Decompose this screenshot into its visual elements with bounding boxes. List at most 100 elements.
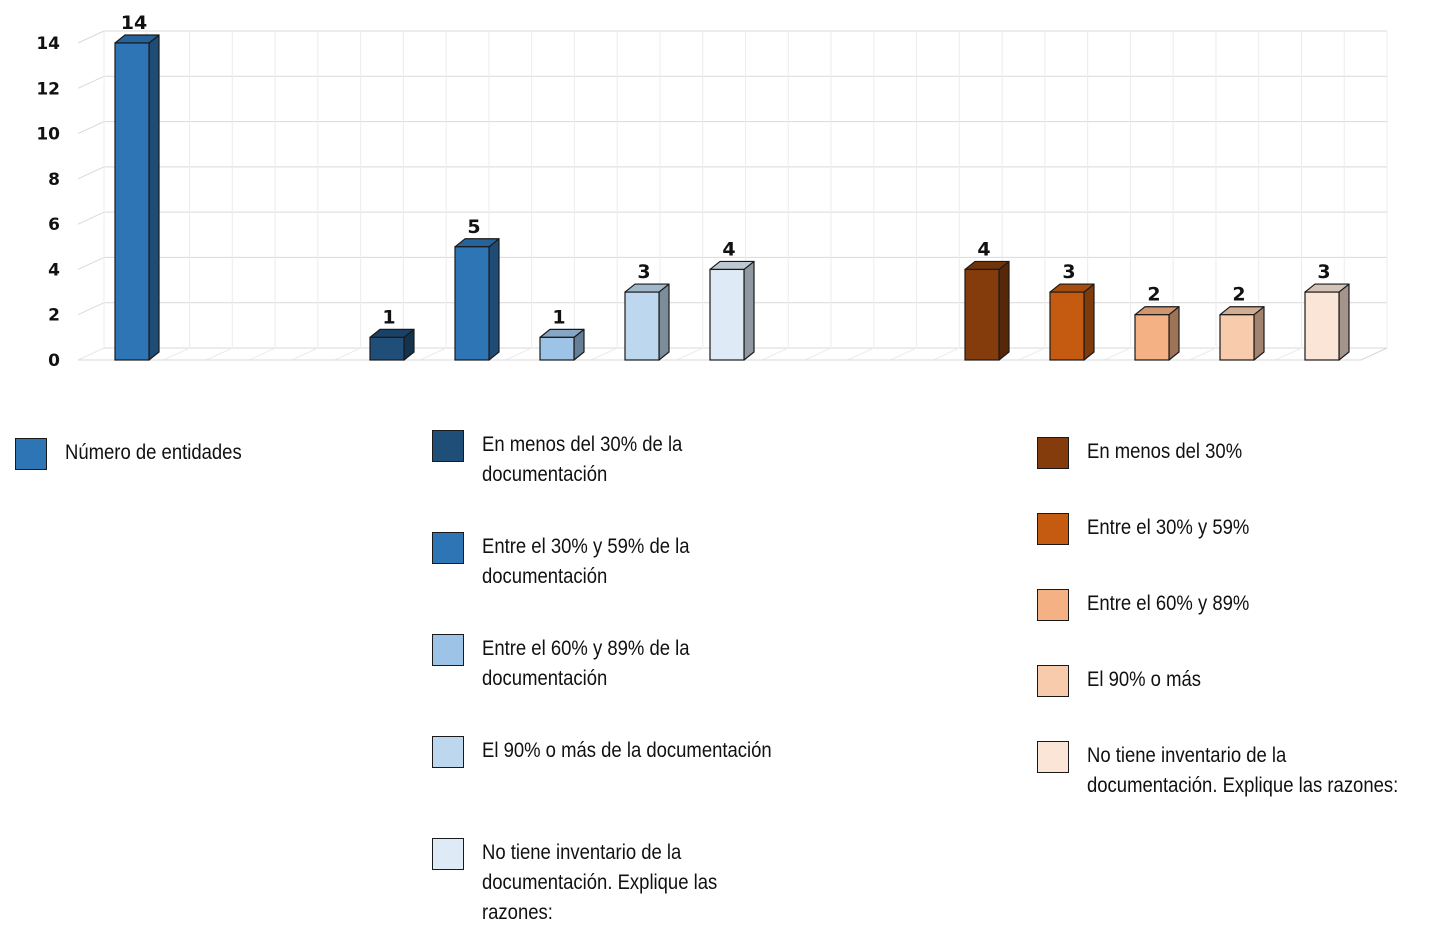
legend-swatch [1037,665,1069,697]
grid-line-side [77,30,105,44]
legend-label: No tiene inventario de la documentación.… [482,841,718,924]
bar-front [1049,291,1085,361]
legend-label: Entre el 60% y 89% de la documentación [482,637,690,690]
data-label: 3 [637,261,650,283]
legend-label: No tiene inventario de la documentación.… [1087,744,1399,797]
bar: 4 [709,238,755,361]
y-tick-label: 2 [48,306,60,326]
grid-line-side [77,256,105,270]
grid-line-floor [890,347,917,361]
y-tick-label: 10 [36,125,60,145]
data-label: 3 [1062,261,1075,283]
legend-item: En menos del 30% de la documentación [432,430,812,490]
legend-label: En menos del 30% [1087,440,1243,463]
legend-swatch [1037,437,1069,469]
bar: 2 [1219,284,1265,361]
legend-item: No tiene inventario de la documentación.… [432,838,812,928]
grid-line-floor [419,347,447,361]
legend-swatch [432,838,464,870]
bar: 1 [369,306,415,361]
data-label: 2 [1147,284,1160,306]
bar: 1 [539,306,585,361]
legend-swatch [1037,513,1069,545]
grid-line-floor [1018,347,1046,361]
bar-front [454,246,490,361]
bar-front [114,42,150,361]
bar-chart: 0 2 4 6 8 10 12 14 14 1 5 1 3 4 4 3 2 2 3 [36,12,1388,371]
bar-front [964,268,1000,361]
grid-line-floor [804,347,832,361]
legend-item: Entre el 30% y 59% [1037,513,1417,545]
bar-side [1338,283,1350,361]
data-label: 2 [1232,284,1245,306]
grid-line-floor [762,347,789,361]
bar-side [1083,283,1095,361]
legend-label: En menos del 30% de la documentación [482,433,683,486]
legend-item: El 90% o más de la documentación [432,736,812,768]
legend-item: En menos del 30% [1037,437,1417,469]
data-label: 3 [1317,261,1330,283]
bar-front [1134,314,1170,361]
legend-swatch [432,736,464,768]
bar: 2 [1134,284,1180,361]
grid-line-floor [847,347,875,361]
grid-line-floor [505,347,532,361]
legend-swatch [432,430,464,462]
grid-line-floor [933,347,960,361]
y-tick-label: 6 [48,215,60,235]
data-label: 4 [977,238,990,260]
data-label: 4 [722,238,735,260]
grid-line-floor [334,347,361,361]
bar-front [539,336,575,361]
data-label: 5 [467,216,480,238]
grid-line-floor [291,347,319,361]
grid-line-floor [1189,347,1217,361]
bar-front [709,268,745,361]
legend-swatch [432,532,464,564]
y-axis: 0 2 4 6 8 10 12 14 [36,34,60,371]
bar-side [488,238,500,361]
bar-front [1219,314,1255,361]
grid-line-side [77,121,105,135]
legend-item: El 90% o más [1037,665,1417,697]
bar: 3 [1304,261,1350,361]
bar-side [148,34,160,361]
legend-label: El 90% o más de la documentación [482,739,772,762]
grid-line-floor [676,347,703,361]
legend-label: Número de entidades [65,441,242,464]
legend-swatch [432,634,464,666]
grid-line-floor [163,347,190,361]
legend-item: Entre el 60% y 89% [1037,589,1417,621]
data-label: 14 [121,12,147,34]
legend-item: Número de entidades [15,438,395,470]
legend-item: Entre el 30% y 59% de la documentación [432,532,812,592]
bar-side [658,283,670,361]
y-tick-label: 0 [48,351,60,371]
grid-line-side [77,166,105,180]
y-tick-label: 8 [48,170,60,190]
bars: 14 1 5 1 3 4 4 3 2 2 3 [114,12,1350,361]
bar-front [369,336,405,361]
bar: 3 [624,261,670,361]
legend-label: Entre el 30% y 59% de la documentación [482,535,690,588]
y-tick-label: 12 [36,79,60,99]
legend-item: Entre el 60% y 89% de la documentación [432,634,812,694]
legend-swatch [1037,741,1069,773]
legend-label: Entre el 30% y 59% [1087,516,1250,539]
data-label: 1 [382,306,395,328]
bar-side [743,260,755,361]
legend-label: Entre el 60% y 89% [1087,592,1250,615]
bar: 14 [114,12,160,361]
grid-line-floor [1104,347,1131,361]
bar: 5 [454,216,500,361]
grid-line-side [77,302,105,316]
legend-swatch [15,438,47,470]
grid-line-floor [1275,347,1302,361]
bar-side [998,260,1010,361]
bar-side [1168,306,1180,361]
bar: 4 [964,238,1010,361]
grid-line-side [77,75,105,89]
y-tick-label: 4 [48,260,60,280]
legend-swatch [1037,589,1069,621]
bar-side [1253,306,1265,361]
